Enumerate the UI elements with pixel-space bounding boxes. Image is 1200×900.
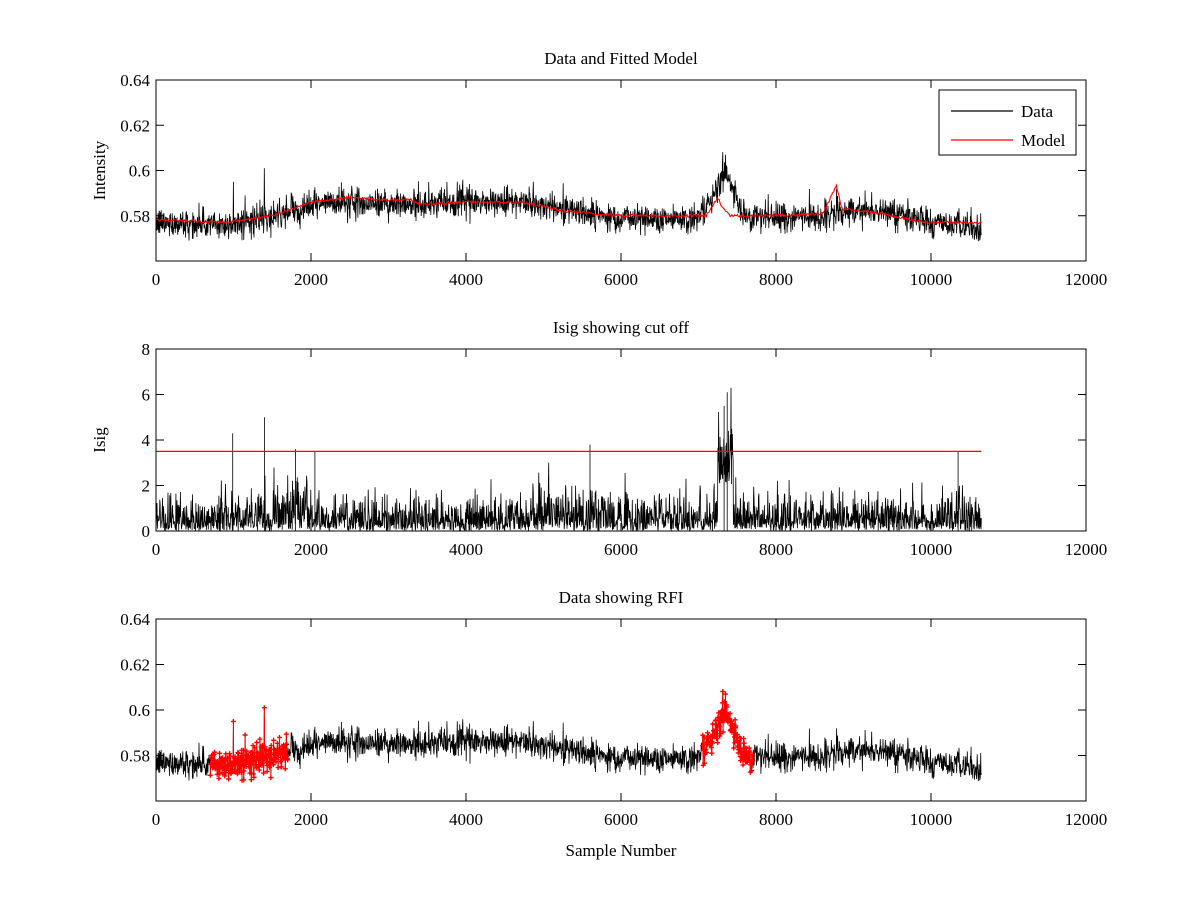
- panel-data-showing-rfi: 0 2000 4000 6000 8000 10000 12000 0.58 0.6 0.62 0.…: [120, 588, 1107, 860]
- legend: Data Model: [938, 89, 1077, 156]
- y-axis-label: Isig: [90, 427, 109, 453]
- panel-isig-cut-off: 0 2000 4000 6000 8000 10000 12000 0 2 4 6 8 Isig sho…: [90, 318, 1107, 559]
- y-tick-label: 0.6: [129, 701, 150, 720]
- y-tick-label: 0: [142, 522, 151, 541]
- x-tick-label: 6000: [604, 810, 638, 829]
- axes-box: [155, 618, 1087, 802]
- x-tick-label: 2000: [294, 810, 328, 829]
- x-tick-label: 4000: [449, 810, 483, 829]
- rfi-markers: [207, 689, 756, 783]
- x-tick-label: 0: [152, 810, 161, 829]
- x-tick-label: 2000: [294, 540, 328, 559]
- y-tick-label: 0.64: [120, 610, 150, 629]
- chart-title: Isig showing cut off: [553, 318, 689, 337]
- chart-title: Data and Fitted Model: [544, 49, 698, 68]
- legend-box: [938, 89, 1077, 156]
- y-tick-label: 0.64: [120, 71, 150, 90]
- x-tick-label: 10000: [910, 540, 953, 559]
- series-line-data: [156, 691, 982, 782]
- x-tick-label: 12000: [1065, 810, 1108, 829]
- y-tick-label: 6: [142, 386, 151, 405]
- y-tick-label: 4: [142, 431, 151, 450]
- x-tick-label: 4000: [449, 540, 483, 559]
- series-line-data: [156, 152, 982, 242]
- x-tick-label: 12000: [1065, 270, 1108, 289]
- x-tick-label: 2000: [294, 270, 328, 289]
- x-tick-label: 6000: [604, 540, 638, 559]
- y-tick-label: 0.58: [120, 747, 150, 766]
- x-tick-label: 8000: [759, 810, 793, 829]
- plot-area: [156, 152, 982, 242]
- y-tick-label: 0.58: [120, 207, 150, 226]
- y-axis-label: Intensity: [90, 140, 109, 200]
- legend-label-model: Model: [1021, 131, 1066, 150]
- rfi-plus-markers: [207, 689, 756, 783]
- y-tick-label: 0.62: [120, 116, 150, 135]
- x-tick-label: 10000: [910, 810, 953, 829]
- y-tick-label: 8: [142, 340, 151, 359]
- plot-area: [156, 387, 982, 531]
- series-line-isig: [156, 387, 982, 531]
- x-tick-label: 10000: [910, 270, 953, 289]
- series-line-model: [156, 183, 982, 225]
- y-tick-label: 2: [142, 477, 151, 496]
- x-tick-label: 8000: [759, 270, 793, 289]
- x-tick-label: 4000: [449, 270, 483, 289]
- y-tick-label: 0.6: [129, 162, 150, 181]
- plot-area: [156, 689, 982, 783]
- x-tick-label: 8000: [759, 540, 793, 559]
- chart-title: Data showing RFI: [559, 588, 684, 607]
- panel-data-and-fitted-model: 0 2000 4000 6000 8000 10000 12000 0.58 0.6 0.62 0.…: [90, 49, 1107, 289]
- x-axis-label: Sample Number: [566, 841, 677, 860]
- y-tick-label: 0.62: [120, 656, 150, 675]
- x-tick-label: 0: [152, 540, 161, 559]
- x-tick-label: 0: [152, 270, 161, 289]
- x-tick-label: 6000: [604, 270, 638, 289]
- legend-label-data: Data: [1021, 102, 1054, 121]
- x-tick-label: 12000: [1065, 540, 1108, 559]
